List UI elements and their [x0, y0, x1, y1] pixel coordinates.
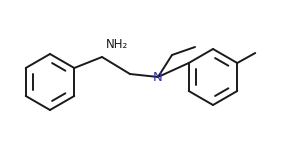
- Text: N: N: [153, 71, 163, 83]
- Text: NH₂: NH₂: [106, 38, 128, 51]
